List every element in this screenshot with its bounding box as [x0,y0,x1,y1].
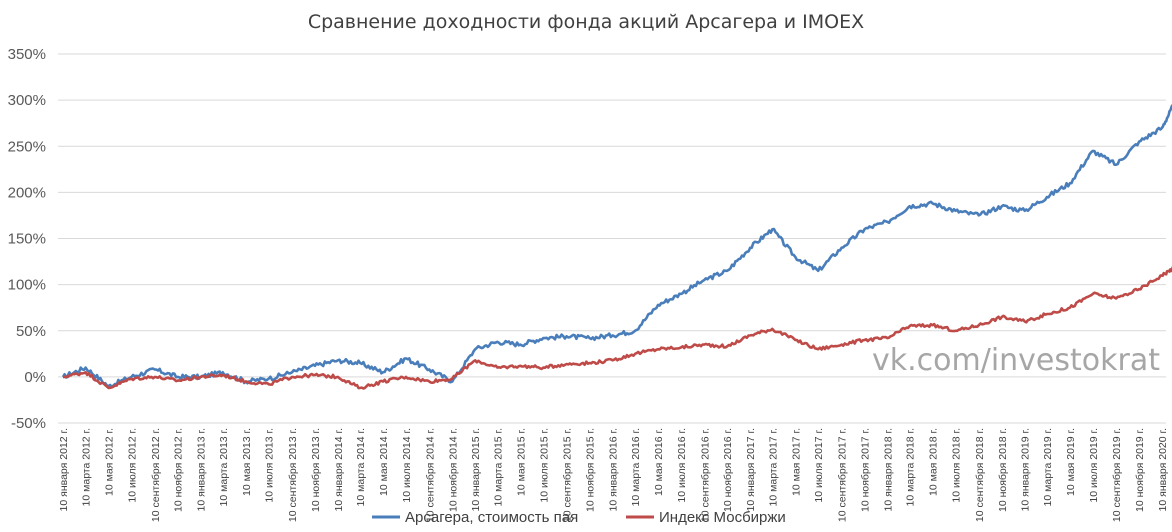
x-tick-label: 10 мая 2017 г. [790,428,802,496]
y-tick-label: 350% [8,46,46,63]
x-tick-label: 10 сентября 2016 г. [699,428,711,522]
x-tick-label: 10 ноября 2019 г. [1134,428,1146,512]
x-tick-label: 10 июля 2019 г. [1088,428,1100,503]
x-tick-label: 10 марта 2019 г. [1042,428,1054,506]
y-tick-label: 200% [8,184,46,201]
x-tick-label: 10 июля 2016 г. [676,428,688,503]
x-tick-label: 10 января 2020 г. [1157,428,1169,511]
x-tick-label: 10 января 2013 г. [196,428,208,511]
x-tick-label: 10 ноября 2014 г. [447,428,459,512]
x-tick-label: 10 июля 2015 г. [538,428,550,503]
x-tick-label: 10 января 2018 г. [882,428,894,511]
x-tick-label: 10 ноября 2018 г. [997,428,1009,512]
x-tick-label: 10 ноября 2015 г. [585,428,597,512]
watermark-text: vk.com/investokrat [872,343,1160,378]
y-tick-label: -50% [11,415,46,432]
x-tick-label: 10 января 2015 г. [470,428,482,511]
y-tick-label: 50% [16,323,46,340]
chart-title: Сравнение доходности фонда акций Арсагер… [308,11,864,33]
x-tick-label: 10 мая 2014 г. [378,428,390,496]
x-tick-label: 10 сентября 2015 г. [562,428,574,522]
x-tick-label: 10 сентября 2019 г. [1111,428,1123,522]
x-tick-label: 10 сентября 2014 г. [424,428,436,522]
x-tick-label: 10 сентября 2017 г. [837,428,849,522]
x-tick-label: 10 января 2019 г. [1020,428,1032,511]
y-tick-label: 250% [8,138,46,155]
x-tick-label: 10 июля 2017 г. [813,428,825,503]
y-axis-ticks: -50% 0% 50% 100% 150% 200% 250% 300% 350% [8,46,46,432]
x-tick-label: 10 ноября 2016 г. [722,428,734,512]
x-tick-label: 10 января 2014 г. [333,428,345,511]
x-tick-label: 10 марта 2015 г. [492,428,504,506]
gridlines [58,53,1166,424]
x-tick-label: 10 мая 2012 г. [104,428,116,496]
legend-label-imoex: Индекс Мосбиржи [659,509,786,526]
x-tick-label: 10 марта 2014 г. [355,428,367,506]
y-tick-label: 300% [8,92,46,109]
x-tick-label: 10 января 2012 г. [58,428,70,511]
x-tick-label: 10 января 2017 г. [745,428,757,511]
x-tick-label: 10 сентября 2012 г. [150,428,162,522]
x-tick-label: 10 июля 2012 г. [126,428,138,503]
x-tick-label: 10 марта 2018 г. [905,428,917,506]
x-tick-label: 10 сентября 2013 г. [287,428,299,522]
x-tick-label: 10 марта 2012 г. [81,428,93,506]
x-tick-label: 10 мая 2018 г. [928,428,940,496]
x-tick-label: 10 января 2016 г. [608,428,620,511]
x-tick-label: 10 мая 2015 г. [515,428,527,496]
x-axis-ticks: 10 января 2012 г. 10 марта 2012 г. 10 мая … [58,428,1169,522]
y-tick-label: 150% [8,231,46,248]
x-tick-label: 10 июля 2018 г. [951,428,963,503]
x-tick-label: 10 мая 2019 г. [1065,428,1077,496]
y-tick-label: 0% [24,369,46,386]
x-tick-label: 10 сентября 2018 г. [974,428,986,522]
legend: Арсагера, стоимость пая Индекс Мосбиржи [372,509,786,526]
y-tick-label: 100% [8,277,46,294]
series-lines [61,104,1172,390]
x-tick-label: 10 ноября 2017 г. [859,428,871,512]
x-tick-label: 10 июля 2013 г. [264,428,276,503]
series-line-imoex [62,266,1172,390]
x-tick-label: 10 марта 2016 г. [630,428,642,506]
x-tick-label: 10 мая 2013 г. [241,428,253,496]
x-tick-label: 10 июля 2014 г. [401,428,413,503]
legend-label-arsagera: Арсагера, стоимость пая [405,509,578,526]
x-tick-label: 10 марта 2013 г. [218,428,230,506]
x-tick-label: 10 марта 2017 г. [767,428,779,506]
x-tick-label: 10 ноября 2012 г. [173,428,185,512]
series-line-arsagera [61,104,1172,389]
x-tick-label: 10 мая 2016 г. [653,428,665,496]
x-tick-label: 10 ноября 2013 г. [310,428,322,512]
